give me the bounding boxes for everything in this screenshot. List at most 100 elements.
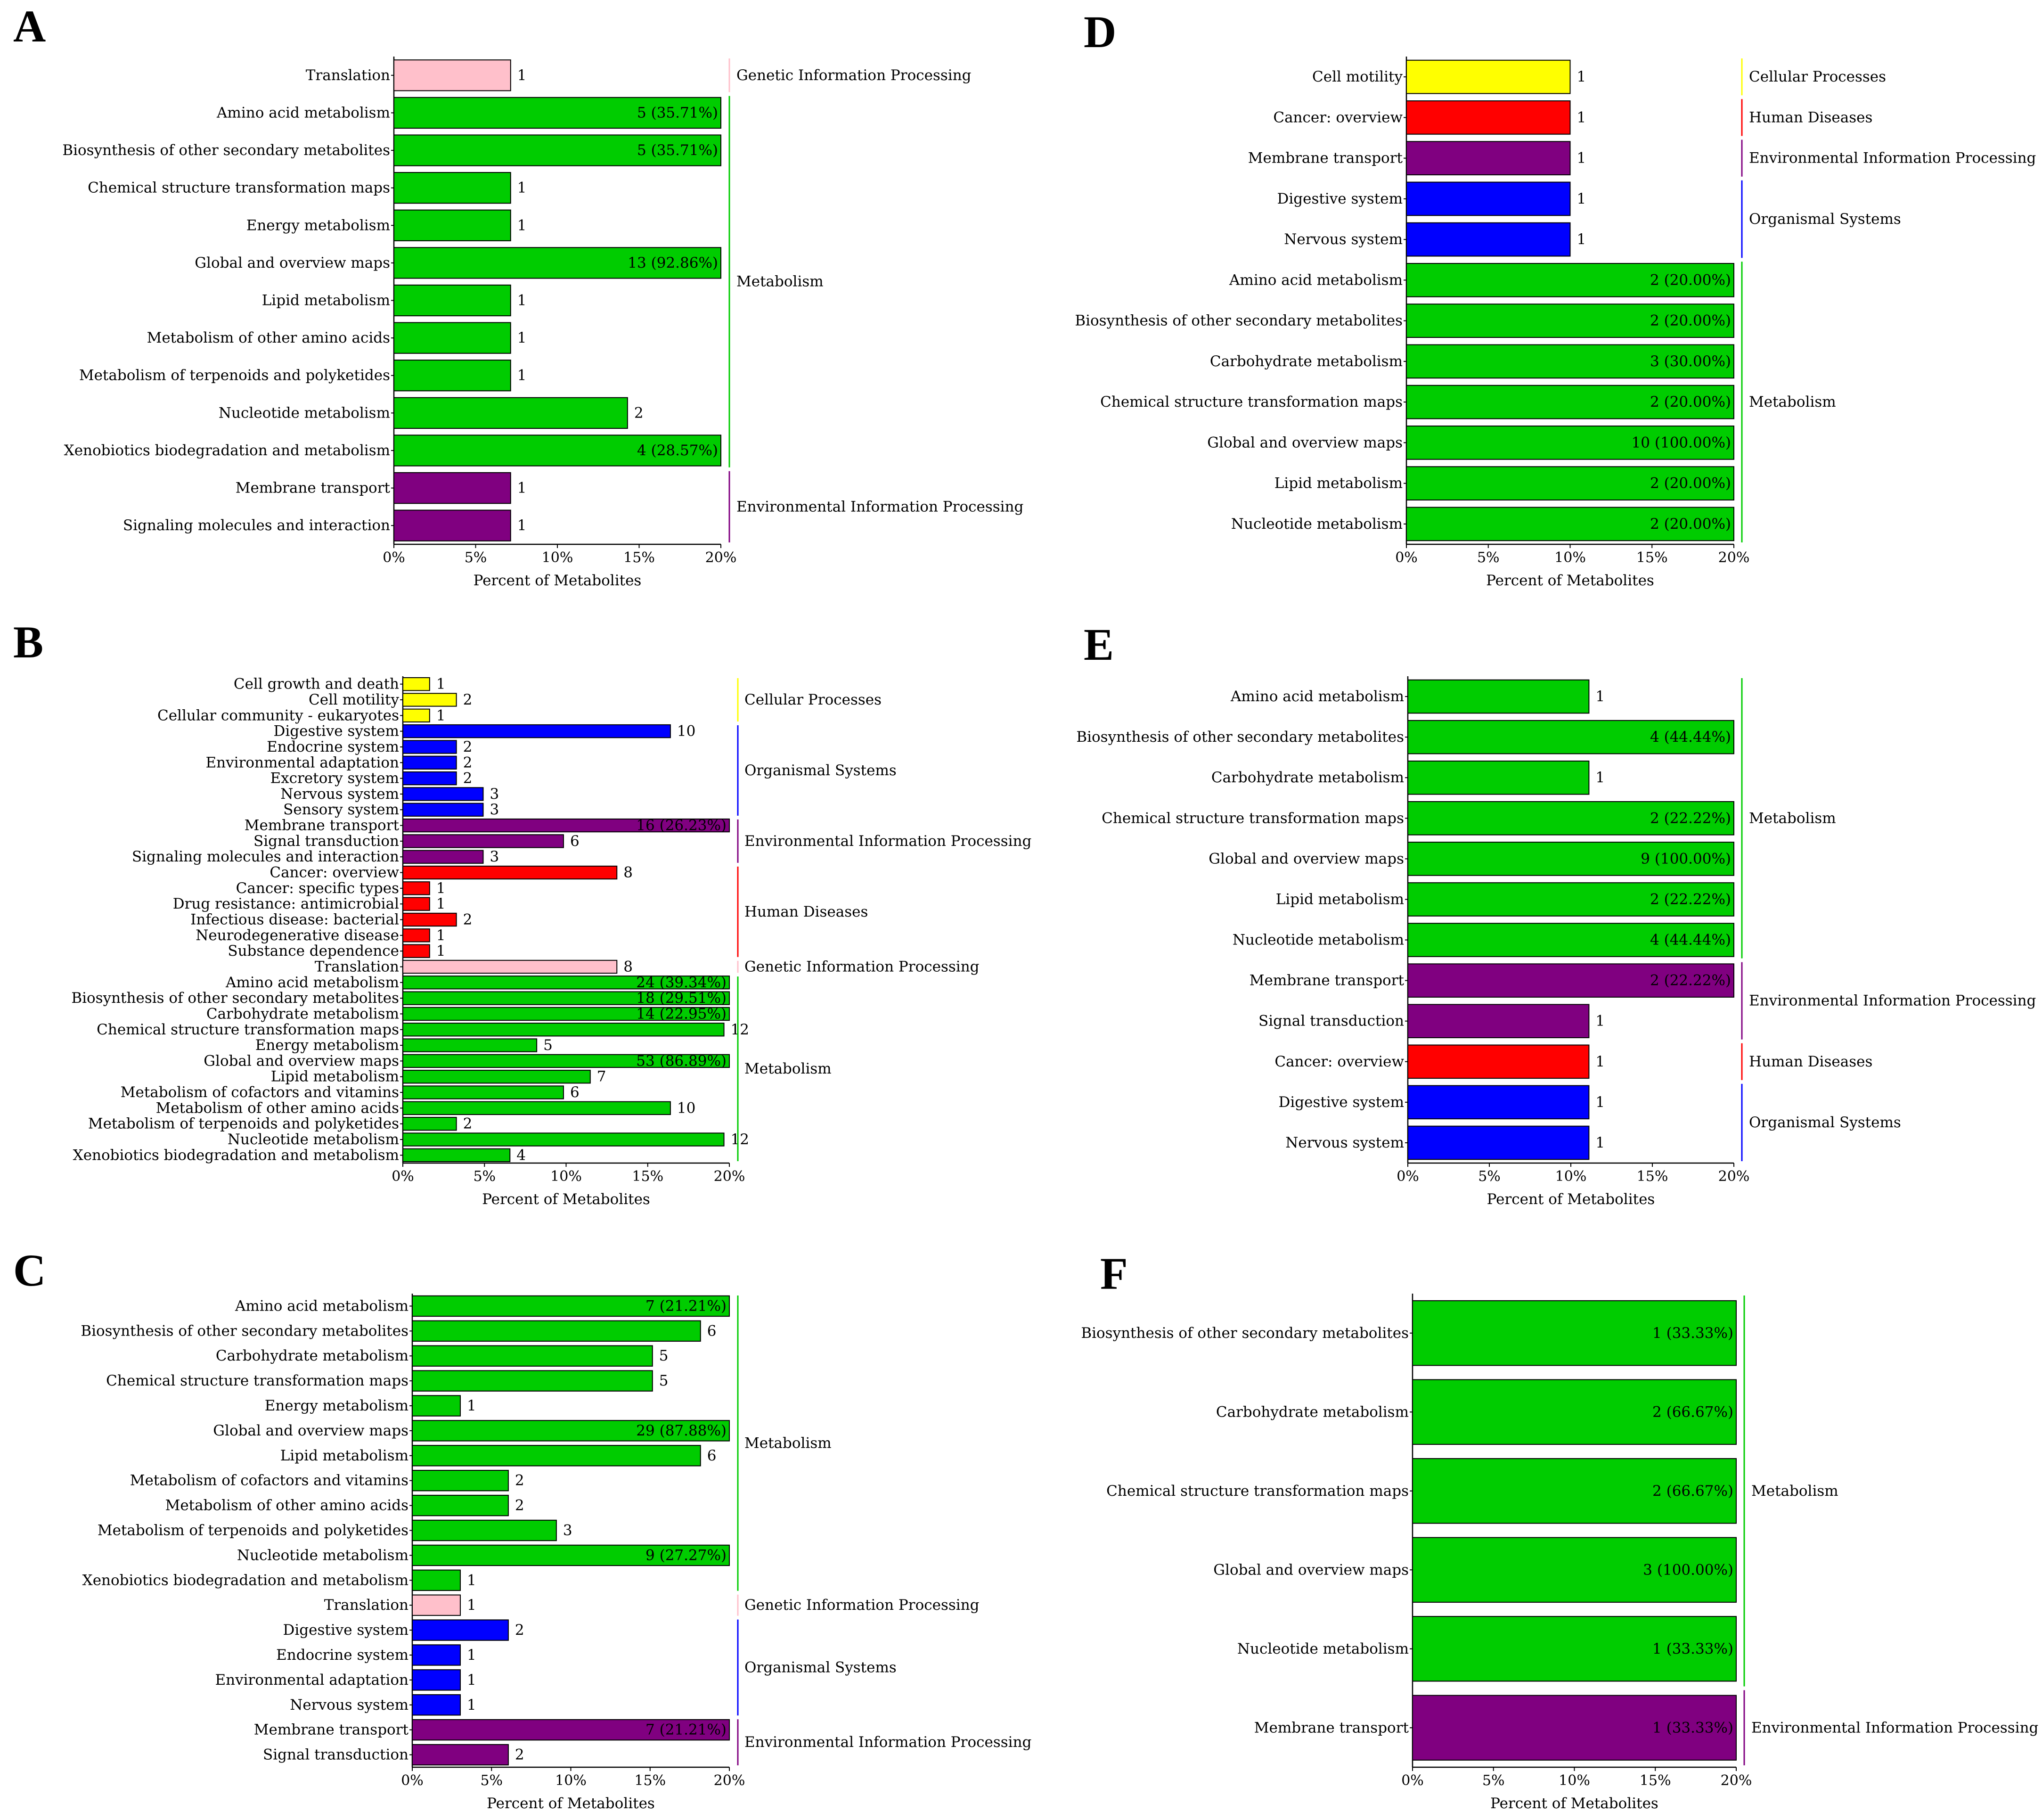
category-label: Endocrine system [276,1647,408,1664]
value-label: 1 (33.33%) [1652,1719,1733,1736]
group-label: Environmental Information Processing [744,833,1031,850]
x-tick-label: 10% [550,1168,582,1185]
value-label: 1 [436,943,446,959]
value-label: 5 (35.71%) [637,104,718,121]
bar-nucleotide-metabolism [393,397,628,429]
bar-cancer-overview [402,865,618,880]
value-label: 2 [463,770,473,787]
value-label: 3 [490,801,499,818]
bar-xenobiotics-biodegradation-and-metabolism [412,1569,461,1591]
bar-biosynthesis-of-other-secondary-metabolites [393,134,721,166]
bar-nucleotide-metabolism [1407,923,1734,957]
value-label: 3 [490,848,499,865]
value-label: 6 [570,1084,580,1101]
x-tick-label: 0% [401,1772,424,1789]
value-label: 2 [515,1746,524,1763]
group-label: Metabolism [1749,810,1836,827]
category-label: Endocrine system [267,738,399,755]
group-label: Environmental Information Processing [1749,992,2036,1009]
value-label: 2 (22.22%) [1650,972,1731,989]
bar-membrane-transport [412,1719,730,1741]
value-label: 7 (21.21%) [645,1722,727,1738]
category-label: Membrane transport [1254,1719,1409,1736]
value-label: 2 (20.00%) [1650,475,1731,492]
category-label: Biosynthesis of other secondary metaboli… [62,142,390,159]
value-label: 7 (21.21%) [645,1297,727,1314]
value-label: 2 [463,754,473,771]
value-label: 2 (20.00%) [1650,516,1731,533]
value-label: 1 [1577,190,1586,207]
bar-nervous-system [1407,1125,1590,1160]
x-tick-label: 20% [1721,1772,1752,1789]
panel-label: B [13,617,43,667]
category-label: Environmental adaptation [206,754,400,771]
bar-global-and-overview-maps [1407,842,1734,876]
category-label: Cellular community - eukaryotes [157,707,399,724]
category-label: Lipid metabolism [1274,475,1403,492]
value-label: 1 [1577,231,1586,248]
category-label: Global and overview maps [204,1052,399,1069]
category-label: Global and overview maps [1209,850,1404,867]
bar-energy-metabolism [402,1038,538,1052]
category-label: Signaling molecules and interaction [123,517,390,534]
group-label: Human Diseases [1749,1053,1872,1070]
x-tick-label: 15% [1637,1168,1668,1185]
value-label: 1 [1595,769,1605,786]
panel-label: C [13,1245,46,1295]
category-label: Nucleotide metabolism [228,1131,399,1148]
category-label: Nervous system [1285,1134,1404,1151]
panel-label: E [1084,619,1114,670]
bar-chemical-structure-transformation-maps [1406,385,1734,419]
category-label: Lipid metabolism [262,292,390,309]
category-label: Global and overview maps [1213,1561,1409,1578]
category-label: Cell motility [1312,68,1403,85]
category-label: Chemical structure transformation maps [88,180,390,197]
group-label: Metabolism [744,1060,832,1077]
value-label: 16 (26.23%) [636,817,727,834]
category-label: Digestive system [283,1622,408,1639]
category-label: Chemical structure transformation maps [1102,810,1404,827]
bar-infectious-disease-bacterial [402,912,457,927]
bar-membrane-transport [1406,141,1571,175]
panel-a: A Translation 1 Amino acid metabolism 5 (35.… [13,1,1023,589]
x-tick-label: 10% [1554,549,1586,566]
bar-amino-acid-metabolism [402,976,730,990]
bar-biosynthesis-of-other-secondary-metabolites [1407,720,1734,754]
bar-metabolism-of-terpenoids-and-polyketides [402,1117,457,1131]
category-label: Amino acid metabolism [1230,688,1404,705]
category-label: Energy metabolism [265,1397,408,1414]
value-label: 1 [1577,109,1586,126]
category-label: Nervous system [1284,231,1403,248]
x-axis-label: Percent of Metabolites [482,1191,650,1208]
value-label: 8 [623,864,633,881]
category-label: Signal transduction [263,1746,408,1763]
bar-metabolism-of-cofactors-and-vitamins [402,1085,564,1099]
value-label: 1 [517,329,527,346]
category-label: Cancer: overview [1274,1053,1404,1070]
bar-biosynthesis-of-other-secondary-metabolites [1406,303,1734,338]
group-label: Organismal Systems [744,762,897,779]
group-label: Environmental Information Processing [736,498,1023,515]
category-label: Lipid metabolism [1276,891,1404,908]
bar-cellular-community-eukaryotes [402,708,430,722]
value-label: 2 [634,404,644,421]
group-label: Genetic Information Processing [744,1597,980,1614]
bar-xenobiotics-biodegradation-and-metabolism [402,1148,511,1163]
category-label: Cell motility [309,691,399,708]
value-label: 1 [517,67,527,84]
category-label: Cell growth and death [234,676,399,693]
bar-membrane-transport [402,818,730,833]
category-label: Infectious disease: bacterial [190,911,399,928]
x-tick-label: 20% [1718,549,1750,566]
category-label: Signal transduction [1258,1013,1404,1030]
bar-amino-acid-metabolism [1407,679,1590,714]
category-label: Biosynthesis of other secondary metaboli… [71,990,399,1007]
value-label: 12 [731,1131,749,1148]
bar-sensory-system [402,803,484,817]
category-label: Metabolism of terpenoids and polyketides [98,1522,408,1539]
bar-nucleotide-metabolism [402,1132,725,1147]
bar-carbohydrate-metabolism [1412,1379,1737,1445]
bar-amino-acid-metabolism [1406,263,1734,297]
bar-metabolism-of-terpenoids-and-polyketides [412,1519,557,1541]
bar-xenobiotics-biodegradation-and-metabolism [393,435,721,467]
